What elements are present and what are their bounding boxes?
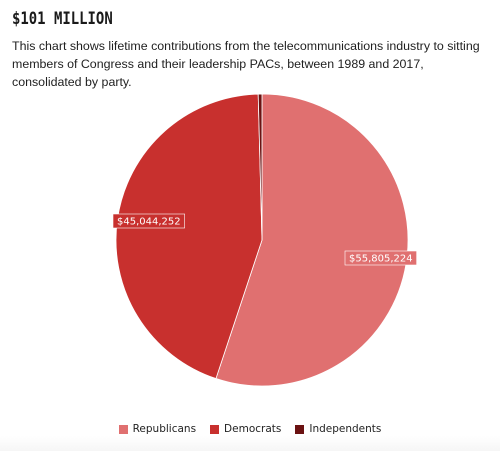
legend-swatch [295, 424, 305, 434]
legend-item-independents[interactable]: Independents [295, 423, 381, 435]
chart-subtitle: This chart shows lifetime contributions … [12, 39, 480, 89]
pie-chart: $55,805,224 $45,044,252 [112, 93, 417, 387]
chart-title: $101 MILLION [12, 9, 113, 29]
data-label-republicans: $55,805,224 [344, 250, 417, 266]
data-label-box [344, 250, 417, 266]
legend-swatch [118, 424, 128, 434]
legend-label: Republicans [132, 423, 197, 435]
data-label-box [112, 213, 185, 229]
legend-label: Independents [309, 423, 382, 435]
legend-swatch [210, 424, 220, 434]
bottom-fade [0, 436, 500, 451]
pie-data-labels: $55,805,224 $45,044,252 [112, 213, 417, 266]
legend-label: Democrats [224, 423, 282, 435]
legend-item-republicans[interactable]: Republicans [118, 423, 197, 435]
data-label-text: $55,805,224 [349, 254, 413, 265]
data-label-text: $45,044,252 [117, 217, 181, 228]
data-label-democrats: $45,044,252 [112, 213, 185, 229]
pie-slices [115, 93, 409, 387]
pie-slice-independents[interactable] [257, 93, 263, 241]
legend-item-democrats[interactable]: Democrats [210, 423, 281, 435]
chart-legend: Republicans Democrats Independents [0, 423, 500, 435]
